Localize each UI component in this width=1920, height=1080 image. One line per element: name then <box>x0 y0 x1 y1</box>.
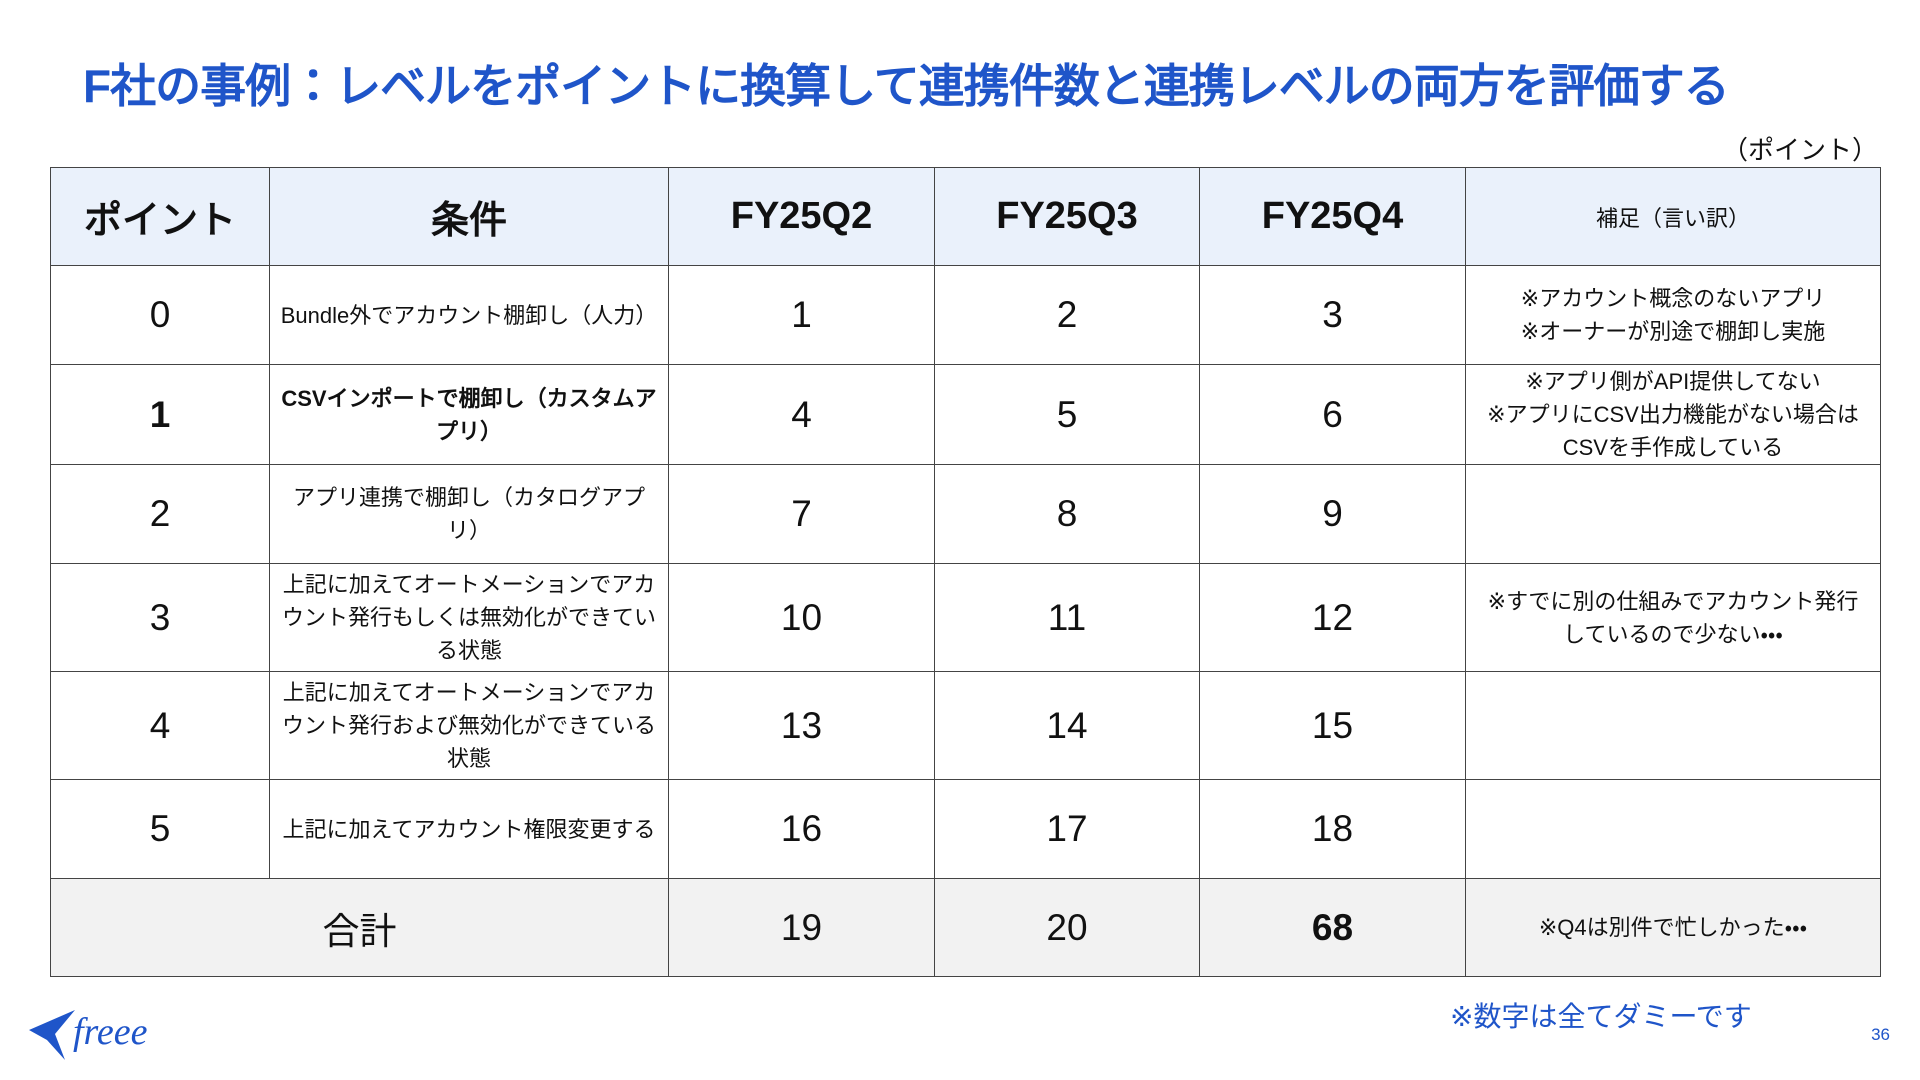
total-value: 19 <box>668 878 935 977</box>
table-cell: 13 <box>668 671 935 780</box>
logo-text: freee <box>73 1011 148 1053</box>
table-row: 1 CSVインポートで棚卸し（カスタムアプリ） 4 5 6 ※アプリ側がAPI提供してない… <box>50 364 1881 465</box>
header-cell: ポイント <box>50 167 270 266</box>
table-cell: 2 <box>934 265 1200 365</box>
table-body: 0 Bundle外でアカウント棚卸し（人力） 1 2 3 ※アカウント概念のないアプリ ※… <box>50 265 1881 977</box>
total-row: 合計 19 20 68 ※Q4は別件で忙しかった・・・ <box>50 878 1881 977</box>
header-cell: 条件 <box>269 167 669 266</box>
total-note: ※Q4は別件で忙しかった・・・ <box>1465 878 1881 977</box>
header-cell: FY25Q3 <box>934 167 1200 266</box>
table-cell: 5 <box>934 364 1200 465</box>
table-cell: 12 <box>1199 563 1466 672</box>
total-value: 20 <box>934 878 1200 977</box>
table: ポイント 条件 FY25Q2 FY25Q3 FY25Q4 補足（言い訳） 0 Bundle外… <box>50 167 1881 977</box>
table-cell: 2 <box>50 464 270 564</box>
table-cell: 11 <box>934 563 1200 672</box>
table-cell <box>1465 779 1881 879</box>
table-cell <box>1465 464 1881 564</box>
table-cell: 上記に加えてオートメーションでアカウント発行および無効化ができている状態 <box>269 671 669 780</box>
table-cell: 8 <box>934 464 1200 564</box>
table-cell: 9 <box>1199 464 1466 564</box>
slide-title: F社の事例：レベルをポイントに換算して連携件数と連携レベルの両方を評価する <box>83 60 1730 112</box>
table-cell: 4 <box>50 671 270 780</box>
table-cell: 上記に加えてオートメーションでアカウント発行もしくは無効化ができている状態 <box>269 563 669 672</box>
table-cell: 17 <box>934 779 1200 879</box>
table-cell: 3 <box>50 563 270 672</box>
logo: freee <box>29 1010 148 1060</box>
table-cell: 5 <box>50 779 270 879</box>
page-number: 36 <box>1871 1025 1890 1044</box>
table-cell: 18 <box>1199 779 1466 879</box>
total-value: 68 <box>1199 878 1466 977</box>
table-cell: 16 <box>668 779 935 879</box>
table-cell: Bundle外でアカウント棚卸し（人力） <box>269 265 669 365</box>
table-cell: 上記に加えてアカウント権限変更する <box>269 779 669 879</box>
table-cell: CSVインポートで棚卸し（カスタムアプリ） <box>269 364 669 465</box>
header-cell: 補足（言い訳） <box>1465 167 1881 266</box>
table-cell: 7 <box>668 464 935 564</box>
table-row: 3 上記に加えてオートメーションでアカウント発行もしくは無効化ができている状態 10… <box>50 563 1881 672</box>
table-cell: 3 <box>1199 265 1466 365</box>
table-cell: ※アプリ側がAPI提供してない ※アプリにCSV出力機能がない場合は CSVを手… <box>1465 364 1881 465</box>
table-cell: 1 <box>668 265 935 365</box>
header-cell: FY25Q4 <box>1199 167 1466 266</box>
logo-bird <box>29 1010 75 1060</box>
table-cell: 0 <box>50 265 270 365</box>
table-row: 4 上記に加えてオートメーションでアカウント発行および無効化ができている状態 13 1… <box>50 671 1881 780</box>
total-label: 合計 <box>50 878 669 977</box>
table-row: 5 上記に加えてアカウント権限変更する 16 17 18 <box>50 779 1881 879</box>
table-cell: 10 <box>668 563 935 672</box>
footnote: ※数字は全てダミーです <box>1450 1001 1752 1032</box>
table-cell: 15 <box>1199 671 1466 780</box>
table-row: 0 Bundle外でアカウント棚卸し（人力） 1 2 3 ※アカウント概念のないアプリ ※… <box>50 265 1881 365</box>
table-cell: ※すでに別の仕組みでアカウント発行 しているので少ない・・・ <box>1465 563 1881 672</box>
unit-label: （ポイント） <box>1721 135 1878 165</box>
table-cell: 1 <box>50 364 270 465</box>
table-cell: アプリ連携で棚卸し（カタログアプリ） <box>269 464 669 564</box>
table-cell: 6 <box>1199 364 1466 465</box>
table-cell: 14 <box>934 671 1200 780</box>
table-cell <box>1465 671 1881 780</box>
header-cell: FY25Q2 <box>668 167 935 266</box>
table-cell: 4 <box>668 364 935 465</box>
table-cell: ※アカウント概念のないアプリ ※オーナーが別途で棚卸し実施 <box>1465 265 1881 365</box>
header-row: ポイント 条件 FY25Q2 FY25Q3 FY25Q4 補足（言い訳） <box>50 167 1881 266</box>
table-row: 2 アプリ連携で棚卸し（カタログアプリ） 7 8 9 <box>50 464 1881 564</box>
